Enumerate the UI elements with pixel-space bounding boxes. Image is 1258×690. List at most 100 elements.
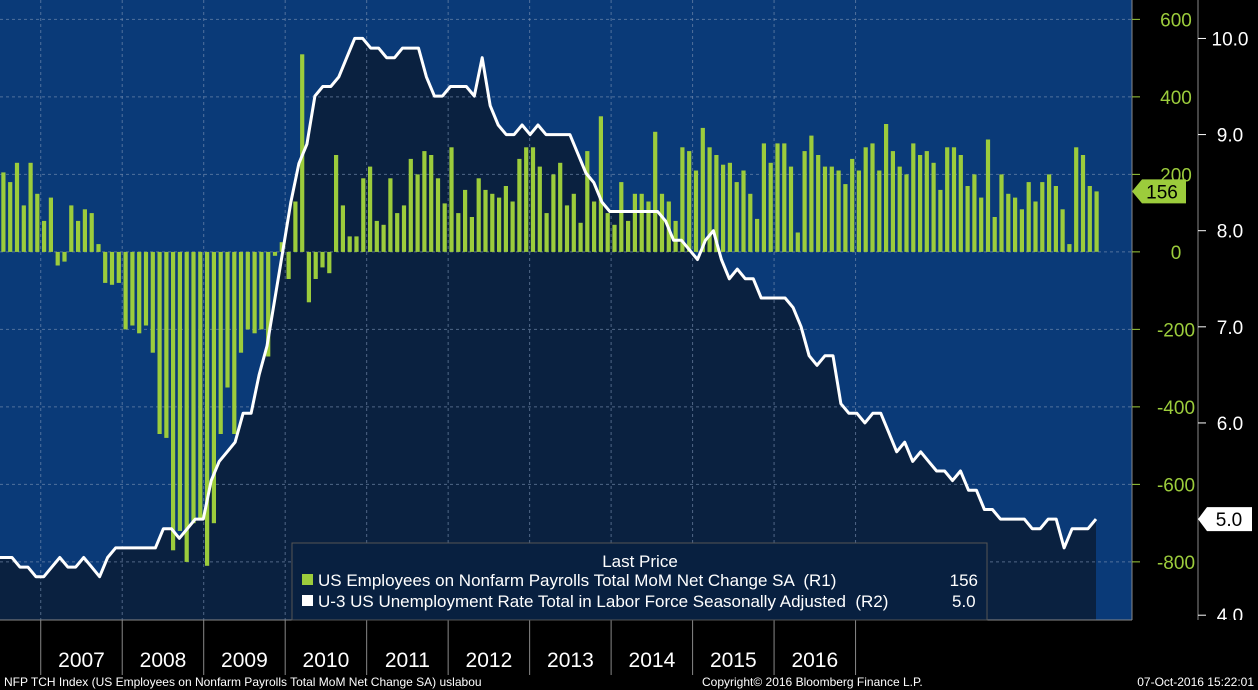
- payrolls-bar: [483, 189, 488, 252]
- payrolls-bar: [191, 251, 196, 524]
- payrolls-bar: [211, 251, 216, 524]
- payrolls-bar: [822, 166, 828, 252]
- legend-swatch-payrolls: [302, 574, 313, 585]
- payrolls-bar: [571, 193, 576, 252]
- payrolls-bar: [69, 205, 74, 252]
- payrolls-bar: [605, 213, 610, 252]
- payrolls-bar: [388, 178, 393, 252]
- legend-swatch-unemployment: [302, 595, 313, 606]
- payrolls-bar: [626, 220, 631, 252]
- payrolls-bar: [401, 205, 407, 252]
- payrolls-bar: [327, 251, 332, 274]
- payrolls-bar: [395, 213, 400, 252]
- payrolls-bar: [530, 147, 536, 252]
- x-tick-label: 2012: [466, 649, 513, 672]
- last-price-tag-payrolls-label: 156: [1146, 182, 1178, 203]
- legend: Last Price US Employees on Nonfarm Payro…: [291, 542, 988, 621]
- x-tick-label: 2011: [385, 649, 430, 672]
- payrolls-bar: [958, 155, 963, 252]
- unemployment-line: [0, 36, 1098, 579]
- payrolls-bar: [578, 222, 583, 252]
- payrolls-bar: [897, 166, 902, 252]
- payrolls-bar: [612, 224, 617, 252]
- r1-tick-label: 0: [1171, 243, 1182, 264]
- last-price-tag-unemployment-label: 5.0: [1216, 510, 1242, 531]
- payrolls-bar: [592, 201, 597, 252]
- unemployment-line-layer: [0, 36, 1098, 579]
- payrolls-bar: [1047, 174, 1052, 252]
- payrolls-bar: [232, 251, 237, 434]
- payrolls-bar: [408, 158, 413, 252]
- payrolls-bar: [157, 251, 162, 434]
- payrolls-bar: [687, 151, 692, 252]
- payrolls-bar: [782, 143, 787, 252]
- payrolls-bar: [965, 186, 970, 252]
- payrolls-bar: [48, 197, 53, 252]
- x-tick-label: 2010: [303, 649, 350, 672]
- legend-label-payrolls: US Employees on Nonfarm Payrolls Total M…: [318, 571, 836, 590]
- payrolls-bar: [727, 162, 732, 252]
- payrolls-bar: [700, 127, 705, 252]
- payrolls-bar: [381, 224, 386, 252]
- footer-bar: [0, 675, 1258, 690]
- payrolls-bar: [653, 131, 658, 252]
- payrolls-bar: [272, 251, 278, 256]
- payrolls-bar: [8, 182, 13, 252]
- payrolls-bar: [1087, 186, 1092, 252]
- x-tick-label: 2013: [547, 649, 594, 672]
- payrolls-bar: [558, 162, 563, 252]
- payrolls-bar: [503, 186, 508, 252]
- payrolls-bar: [1040, 182, 1045, 252]
- payrolls-bar: [184, 251, 189, 562]
- payrolls-bar: [109, 251, 115, 285]
- payrolls-bar: [802, 151, 807, 252]
- r1-tick-label: -800: [1157, 553, 1195, 574]
- payrolls-bar: [992, 217, 997, 252]
- payrolls-bar: [415, 174, 420, 252]
- payrolls-bar: [55, 251, 60, 266]
- payrolls-bar: [924, 151, 929, 252]
- payrolls-bar: [1006, 193, 1011, 252]
- payrolls-bar: [619, 182, 624, 252]
- x-axis-ticks: 2007 2008 2009 2010 2011 2012 2013 2014 2015 2016: [40, 620, 857, 675]
- payrolls-bar: [755, 218, 760, 252]
- payrolls-bar: [721, 164, 726, 252]
- r2-tick-label: 7.0: [1217, 318, 1243, 339]
- payrolls-bar: [1080, 155, 1086, 252]
- payrolls-bar: [890, 151, 895, 252]
- payrolls-bar: [205, 251, 210, 566]
- payrolls-bar: [999, 174, 1004, 252]
- payrolls-bar: [544, 213, 549, 252]
- payrolls-bar: [985, 139, 991, 252]
- payrolls-bar: [361, 178, 366, 252]
- payrolls-bar: [585, 151, 590, 252]
- r1-tick-label: 600: [1160, 10, 1192, 31]
- payrolls-bar: [429, 155, 434, 252]
- r1-axis-panel: [1132, 0, 1198, 620]
- payrolls-bar: [62, 251, 67, 262]
- x-tick-label: 2009: [221, 649, 268, 672]
- payrolls-bar: [1, 172, 6, 252]
- payrolls-bar: [714, 155, 719, 252]
- payrolls-bar: [850, 158, 855, 252]
- payrolls-bar: [856, 170, 861, 252]
- payrolls-bar: [1074, 147, 1079, 252]
- payrolls-bar: [374, 220, 379, 252]
- payrolls-bar: [164, 251, 169, 438]
- payrolls-bar: [972, 174, 977, 252]
- payrolls-bar: [456, 213, 461, 252]
- x-tick-label: 2014: [629, 649, 676, 672]
- last-price-tag-payrolls: [1132, 179, 1186, 204]
- payrolls-bar: [1033, 201, 1038, 252]
- payrolls-bar: [1053, 186, 1058, 252]
- payrolls-bar: [809, 135, 814, 252]
- payrolls-bar: [354, 236, 359, 252]
- payrolls-bar: [517, 158, 522, 252]
- r2-tick-label: 6.0: [1217, 414, 1243, 435]
- payrolls-bar: [877, 170, 882, 252]
- payrolls-bar: [659, 193, 665, 252]
- payrolls-bar: [42, 220, 47, 252]
- last-price-tags: 156 5.0: [1132, 179, 1252, 532]
- payrolls-bar: [524, 147, 529, 252]
